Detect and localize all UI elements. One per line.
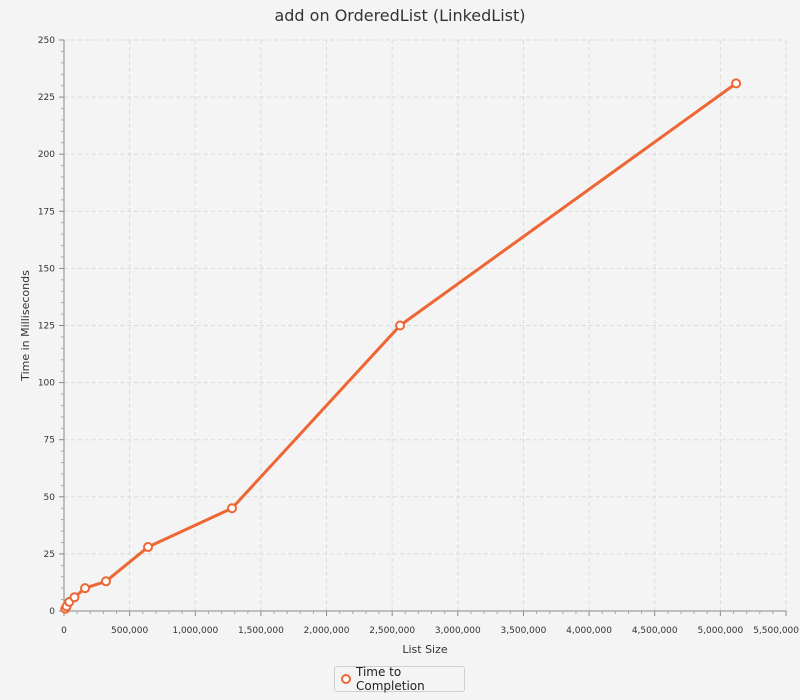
series-line bbox=[63, 81, 738, 611]
y-tick-label: 200 bbox=[38, 150, 55, 160]
y-tick-label: 50 bbox=[44, 493, 56, 503]
x-tick-label: 1,000,000 bbox=[172, 626, 218, 636]
x-tick-label: 5,000,000 bbox=[697, 626, 743, 636]
data-point bbox=[143, 542, 154, 553]
x-tick-label: 0 bbox=[61, 626, 67, 636]
y-tick-label: 125 bbox=[38, 322, 55, 332]
x-tick-label: 3,000,000 bbox=[435, 626, 481, 636]
x-tick-label: 5,500,000 bbox=[753, 626, 799, 636]
legend: Time to Completion bbox=[334, 665, 465, 693]
y-tick-label: 225 bbox=[38, 93, 55, 103]
x-tick-label: 3,500,000 bbox=[501, 626, 547, 636]
legend-label: Time to Completion bbox=[356, 665, 425, 693]
data-point bbox=[731, 78, 742, 89]
y-tick-label: 175 bbox=[38, 207, 55, 217]
y-tick-label: 150 bbox=[38, 264, 55, 274]
x-tick-label: 500,000 bbox=[111, 626, 148, 636]
grid bbox=[64, 39, 787, 611]
data-point bbox=[395, 320, 406, 331]
y-tick-label: 100 bbox=[38, 379, 55, 389]
y-tick-label: 75 bbox=[44, 436, 55, 446]
y-tick-label: 25 bbox=[44, 550, 55, 560]
chart-title: add on OrderedList (LinkedList) bbox=[274, 6, 526, 25]
data-point bbox=[101, 576, 112, 587]
y-axis-title: Time in Milliseconds bbox=[19, 270, 32, 382]
x-tick-label: 2,000,000 bbox=[304, 626, 350, 636]
data-point bbox=[69, 592, 80, 603]
legend-marker-icon bbox=[341, 674, 351, 684]
data-point bbox=[80, 583, 91, 594]
x-tick-label: 2,500,000 bbox=[369, 626, 415, 636]
x-tick-label: 4,000,000 bbox=[566, 626, 612, 636]
y-tick-label: 250 bbox=[38, 36, 55, 46]
series-layer bbox=[60, 78, 742, 614]
data-point bbox=[227, 503, 238, 514]
y-tick-label: 0 bbox=[49, 607, 55, 617]
axes: 0 25 50 75 100 125 150 175 200 225 250 0 500,000 1,00… bbox=[38, 36, 799, 636]
x-tick-label: 4,500,000 bbox=[632, 626, 678, 636]
x-axis-title: List Size bbox=[402, 643, 448, 656]
x-tick-label: 1,500,000 bbox=[238, 626, 284, 636]
